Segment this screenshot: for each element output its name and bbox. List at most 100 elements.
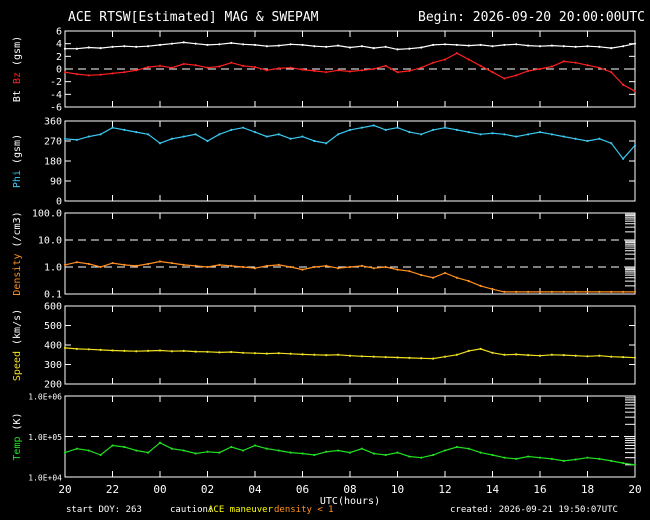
data-point-temp	[503, 456, 506, 459]
data-point-speed	[443, 355, 447, 358]
data-point-bt	[360, 45, 363, 48]
data-point-density	[360, 264, 363, 267]
data-point-bz	[253, 66, 257, 69]
data-point-speed	[63, 346, 67, 350]
data-point-speed	[467, 349, 470, 352]
data-point-bz	[420, 66, 423, 69]
data-point-phi	[218, 133, 221, 136]
data-point-phi	[479, 133, 482, 136]
y-tick-label-mag: 4	[56, 39, 62, 50]
y-tick-label-density: 0.1	[44, 290, 62, 301]
data-point-bz	[527, 69, 530, 72]
data-point-speed	[194, 350, 197, 353]
data-point-bz	[479, 64, 482, 67]
data-point-density	[574, 290, 577, 293]
y-tick-label-temp: 1.0E+06	[28, 393, 62, 402]
caution-density: density < 1	[274, 505, 334, 515]
data-point-bt	[479, 43, 482, 47]
data-point-bt	[562, 45, 565, 48]
data-point-bt	[372, 47, 375, 50]
data-point-speed	[301, 353, 304, 356]
data-point-speed	[135, 350, 138, 353]
data-point-temp	[598, 457, 601, 460]
data-point-phi	[158, 142, 162, 145]
data-point-bz	[99, 73, 102, 76]
data-point-bz	[289, 66, 292, 69]
data-point-bz	[230, 61, 233, 64]
data-point-bz	[432, 61, 435, 64]
data-point-speed	[479, 347, 482, 350]
data-point-temp	[372, 452, 375, 455]
data-point-density	[372, 267, 375, 270]
data-point-bt	[242, 43, 245, 46]
y-tick-label-mag: 0	[56, 65, 62, 76]
data-point-density	[586, 290, 589, 293]
data-point-speed	[75, 347, 78, 350]
data-point-phi	[396, 126, 399, 129]
data-point-phi	[206, 139, 209, 143]
data-point-speed	[158, 349, 162, 352]
data-point-density	[206, 265, 209, 269]
data-point-temp	[325, 450, 328, 453]
x-tick-label: 08	[343, 483, 356, 496]
data-point-phi	[491, 132, 494, 135]
data-point-density	[313, 265, 316, 269]
data-point-phi	[515, 135, 518, 138]
data-point-speed	[527, 354, 530, 357]
data-point-phi	[408, 131, 411, 134]
data-point-phi	[253, 131, 257, 134]
y-axis-label-part: Phi	[12, 170, 23, 188]
y-tick-label-phi: 360	[44, 117, 62, 128]
y-axis-label-part: Density	[12, 254, 23, 296]
data-point-temp	[610, 459, 613, 462]
data-point-density	[479, 284, 482, 287]
data-point-density	[325, 264, 328, 267]
data-point-speed	[111, 349, 114, 352]
x-tick-label: 00	[153, 483, 166, 496]
y-tick-label-mag: -6	[50, 103, 62, 114]
data-point-speed	[230, 350, 233, 354]
data-point-phi	[550, 133, 553, 136]
x-tick-label: 22	[106, 483, 119, 496]
y-tick-label-temp: 1.0E+04	[28, 474, 62, 483]
data-point-bz	[622, 83, 625, 86]
x-tick-label: 02	[201, 483, 214, 496]
data-point-speed	[455, 353, 458, 356]
data-point-bz	[515, 74, 518, 77]
data-point-bt	[265, 45, 268, 48]
y-tick-label-density: 10.0	[38, 236, 62, 247]
data-point-bz	[586, 64, 589, 67]
data-point-speed	[147, 349, 150, 352]
data-point-speed	[384, 355, 387, 359]
data-point-bz	[182, 62, 185, 66]
data-point-density	[147, 262, 150, 266]
data-point-bt	[325, 45, 328, 48]
y-axis-label-part: Temp	[12, 437, 23, 461]
data-point-density	[230, 264, 233, 267]
data-point-temp	[586, 456, 589, 459]
data-point-bz	[63, 71, 67, 74]
data-point-bz	[538, 67, 542, 71]
data-point-phi	[123, 128, 126, 131]
data-point-bz	[550, 65, 553, 68]
data-point-bt	[622, 45, 625, 48]
data-point-temp	[206, 450, 209, 453]
data-point-temp	[408, 455, 411, 458]
data-point-density	[610, 290, 613, 293]
y-tick-label-phi: 0	[56, 197, 62, 208]
data-point-temp	[443, 449, 447, 452]
data-point-temp	[574, 458, 577, 461]
data-point-temp	[99, 453, 102, 457]
data-point-bz	[372, 67, 375, 71]
data-point-phi	[194, 133, 197, 136]
y-axis-label-part: (gsm)	[12, 134, 23, 170]
data-point-temp	[491, 453, 494, 457]
data-point-bt	[158, 43, 162, 47]
data-point-density	[503, 290, 506, 293]
data-point-bz	[301, 68, 304, 71]
data-point-bz	[337, 69, 340, 72]
data-point-speed	[491, 351, 494, 354]
data-point-bt	[574, 45, 577, 48]
data-point-density	[337, 267, 340, 270]
data-point-bt	[87, 46, 90, 49]
